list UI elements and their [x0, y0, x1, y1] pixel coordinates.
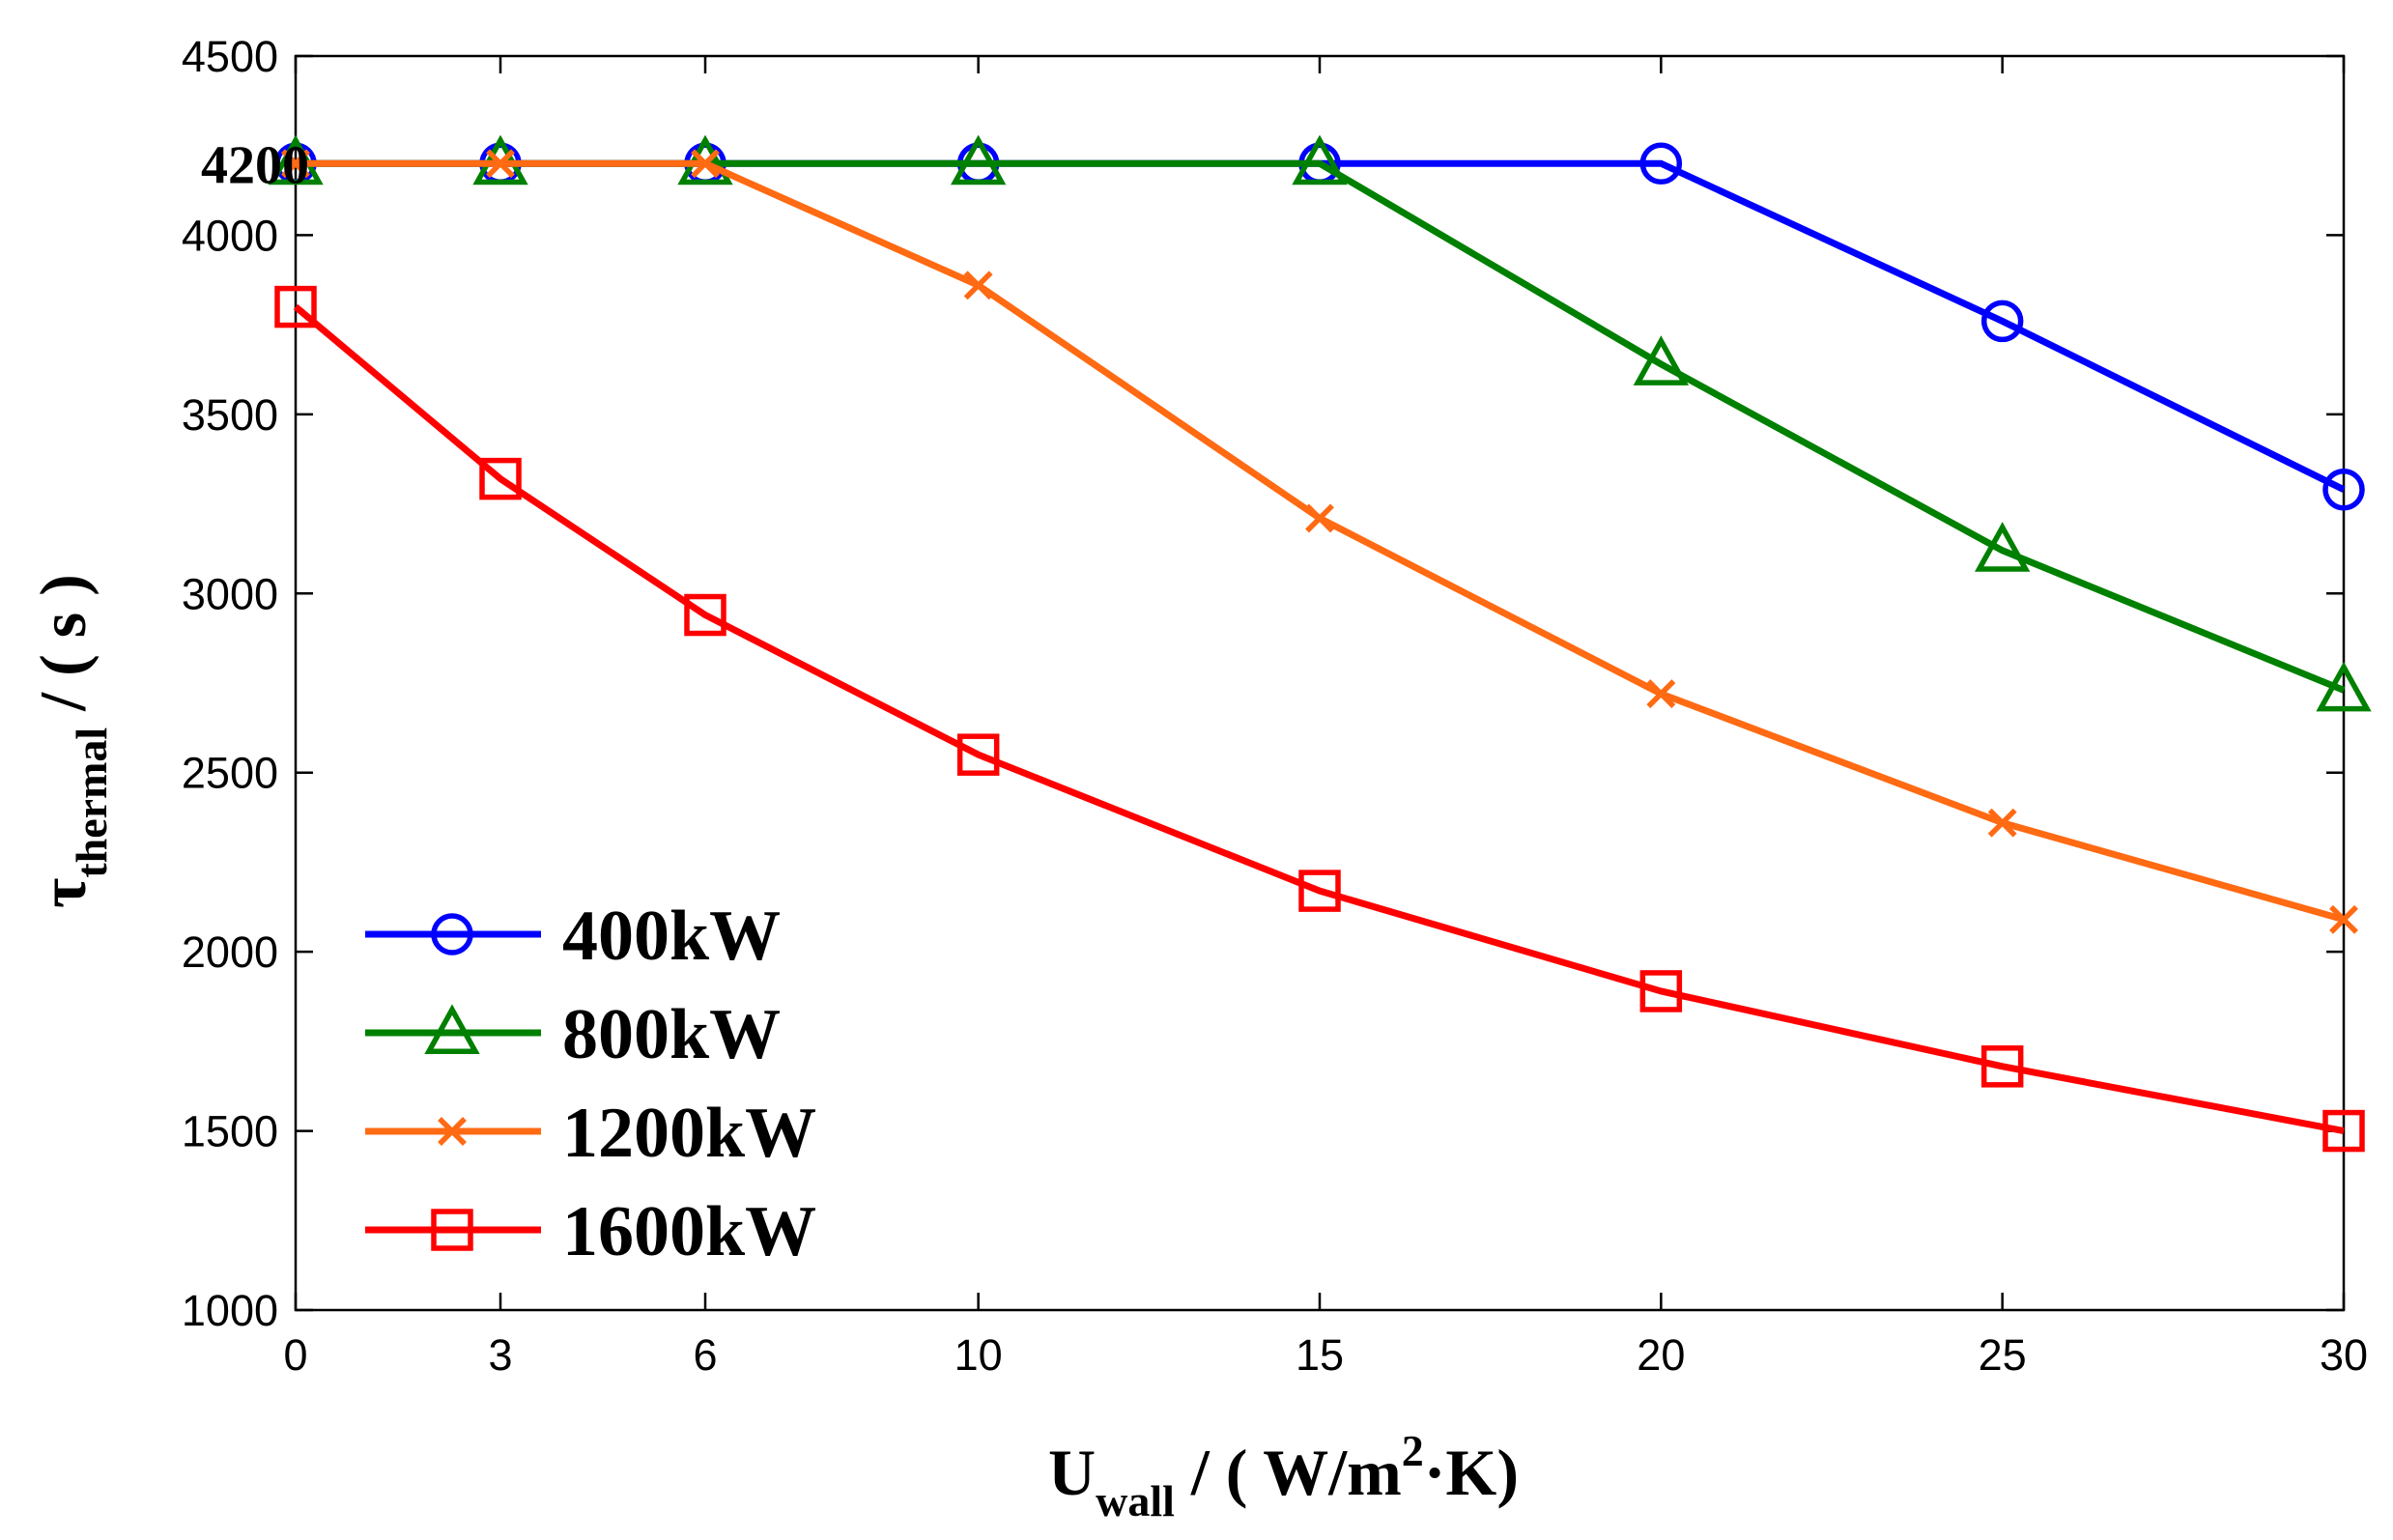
- axes: 1000 1500 2000 2500 3000 3500 4000 4500 0 3 6 10 15 2…: [182, 32, 2368, 1380]
- y-tick-label: 4000: [182, 211, 278, 260]
- legend-label: 1600kW: [562, 1192, 816, 1271]
- y-tick-label: 4500: [182, 32, 278, 81]
- data-point-1200kW: [1305, 503, 1334, 533]
- x-tick-label: 15: [1296, 1330, 1344, 1380]
- x-tick-label: 6: [693, 1330, 717, 1380]
- data-point-1600kW: [1298, 870, 1341, 912]
- legend-entry-1200kW: 1200kW: [365, 1094, 816, 1173]
- data-point-800kW: [1292, 134, 1348, 185]
- y-axis-label: τthermal / ( s ): [26, 574, 116, 908]
- series-800kW: [268, 134, 2372, 712]
- y-tick-label: 2500: [182, 749, 278, 798]
- data-point-1200kW: [1646, 679, 1676, 709]
- data-point-1200kW: [963, 271, 993, 300]
- legend-label: 800kW: [562, 995, 781, 1074]
- data-point-400kW: [2322, 468, 2365, 511]
- data-point-400kW: [1639, 142, 1683, 185]
- legend-marker: [431, 1209, 473, 1251]
- x-tick-label: 10: [954, 1330, 1003, 1380]
- data-point-1600kW: [2322, 1109, 2365, 1153]
- legend-marker: [431, 913, 473, 955]
- data-point-1200kW: [281, 149, 310, 179]
- series-layer: [268, 134, 2372, 1153]
- data-point-400kW: [1980, 299, 2024, 343]
- legend-marker: [424, 1004, 480, 1054]
- data-point-800kW: [1974, 522, 2031, 572]
- legend: 400kW 800kW 1200kW 1600kW: [365, 897, 816, 1271]
- annotation-4200: 4200: [201, 135, 309, 195]
- y-tick-label: 2000: [182, 927, 278, 977]
- data-point-1600kW: [956, 733, 1000, 776]
- data-point-1200kW: [691, 149, 720, 179]
- legend-marker: [438, 1117, 467, 1146]
- data-point-1600kW: [1639, 970, 1683, 1012]
- data-point-1600kW: [1980, 1045, 2024, 1088]
- series-400kW: [274, 142, 2365, 511]
- x-tick-label: 25: [1979, 1330, 2027, 1380]
- axis-labels: 4200 Uwall / ( W/m2·K) τthermal / ( s ): [26, 135, 1519, 1526]
- series-1200kW: [281, 149, 2358, 934]
- data-point-1200kW: [1987, 808, 2017, 838]
- series-line-400kW: [296, 159, 2346, 493]
- y-tick-label: 1500: [182, 1107, 278, 1156]
- x-axis-label: Uwall / ( W/m2·K): [1048, 1426, 1519, 1526]
- legend-entry-1600kW: 1600kW: [365, 1192, 816, 1271]
- legend-entry-800kW: 800kW: [365, 995, 781, 1074]
- data-point-800kW: [1633, 335, 1690, 385]
- x-tick-label: 30: [2320, 1330, 2368, 1380]
- data-point-1600kW: [479, 457, 522, 500]
- data-point-1600kW: [274, 285, 317, 328]
- data-point-1200kW: [2329, 904, 2358, 934]
- legend-label: 1200kW: [562, 1094, 816, 1173]
- series-line-800kW: [296, 159, 2346, 694]
- series-line-1200kW: [296, 159, 2345, 924]
- x-tick-label: 0: [283, 1330, 307, 1380]
- data-point-800kW: [950, 134, 1007, 185]
- x-tick-label: 3: [488, 1330, 512, 1380]
- data-point-800kW: [2316, 661, 2372, 712]
- series-1600kW: [274, 285, 2365, 1153]
- data-point-1200kW: [486, 149, 515, 179]
- x-tick-label: 20: [1637, 1330, 1685, 1380]
- y-tick-label: 1000: [182, 1286, 278, 1335]
- legend-label: 400kW: [562, 897, 781, 976]
- series-line-1600kW: [293, 303, 2345, 1135]
- y-tick-label: 3500: [182, 390, 278, 440]
- legend-entry-400kW: 400kW: [365, 897, 781, 976]
- y-tick-label: 3000: [182, 569, 278, 618]
- data-point-1600kW: [684, 593, 726, 637]
